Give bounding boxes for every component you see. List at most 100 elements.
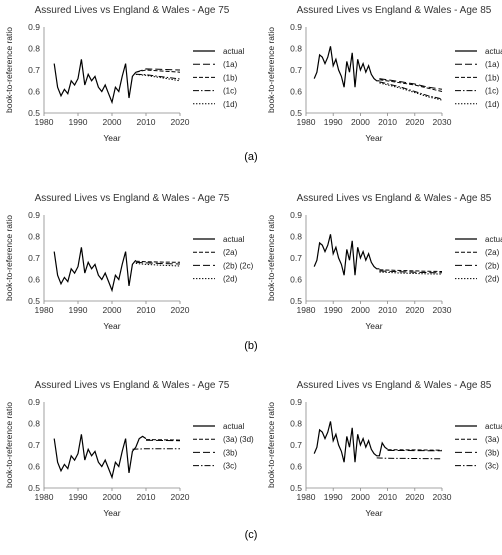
y-tick-label: 0.7 [290, 65, 302, 75]
x-tick-label: 2010 [378, 117, 397, 127]
legend-label: (2b) (2c) [485, 261, 502, 270]
legend-label: (1d) [223, 100, 238, 109]
y-tick-label: 0.6 [290, 462, 302, 472]
y-tick-label: 0.9 [28, 397, 40, 407]
y-axis-label: book-to-reference ratio [4, 27, 14, 113]
x-tick-label: 1980 [297, 492, 316, 502]
chart-panel-5: Assured Lives vs England & Wales - Age 7… [4, 380, 254, 518]
y-tick-label: 0.9 [28, 210, 40, 220]
x-tick-label: 2030 [433, 117, 452, 127]
series-line [314, 234, 379, 275]
x-tick-label: 2030 [433, 305, 452, 315]
series-line [136, 70, 180, 72]
y-axis-label: book-to-reference ratio [266, 402, 276, 488]
x-axis-label: Year [103, 133, 120, 143]
y-axis-label: book-to-reference ratio [266, 27, 276, 113]
legend-label: (3c) [485, 462, 499, 471]
y-tick-label: 0.8 [290, 419, 302, 429]
legend-label: (1d) [485, 100, 500, 109]
chart-panel-3: Assured Lives vs England & Wales - Age 7… [4, 193, 254, 331]
series-line [388, 450, 442, 451]
x-axis-label: Year [365, 508, 382, 518]
x-tick-label: 2020 [171, 305, 190, 315]
y-tick-label: 0.6 [28, 275, 40, 285]
series-line [314, 46, 379, 87]
y-tick-label: 0.6 [290, 87, 302, 97]
panel-label: (a) [244, 151, 257, 163]
y-axis-label: book-to-reference ratio [4, 402, 14, 488]
x-tick-label: 2010 [378, 305, 397, 315]
legend-label: (2a) [485, 248, 500, 257]
series-line [54, 247, 136, 290]
x-tick-label: 1990 [69, 305, 88, 315]
y-tick-label: 0.6 [28, 87, 40, 97]
y-tick-label: 0.9 [28, 22, 40, 32]
x-axis-label: Year [365, 133, 382, 143]
legend-label: actual [485, 235, 502, 244]
x-tick-label: 2000 [103, 305, 122, 315]
legend-label: (1b) [223, 73, 238, 82]
y-tick-label: 0.8 [28, 419, 40, 429]
x-tick-label: 2030 [433, 492, 452, 502]
chart-panel-1: Assured Lives vs England & Wales - Age 7… [4, 5, 245, 143]
series-line [377, 458, 442, 459]
legend-label: (3a) (3d) [485, 435, 502, 444]
x-tick-label: 2010 [378, 492, 397, 502]
series-line [379, 270, 442, 272]
chart-title: Assured Lives vs England & Wales - Age 8… [297, 193, 492, 204]
x-axis-label: Year [103, 508, 120, 518]
legend-label: (3c) [223, 462, 237, 471]
panel-label: (b) [244, 340, 257, 352]
y-tick-label: 0.9 [290, 22, 302, 32]
x-tick-label: 1990 [69, 117, 88, 127]
y-tick-label: 0.8 [290, 44, 302, 54]
series-line [132, 449, 180, 450]
y-tick-label: 0.7 [28, 65, 40, 75]
x-tick-label: 2000 [103, 117, 122, 127]
legend-label: actual [223, 422, 245, 431]
series-line [379, 83, 442, 100]
legend-label: (1b) [485, 73, 500, 82]
y-tick-label: 0.7 [28, 440, 40, 450]
legend-label: actual [223, 47, 245, 56]
y-tick-label: 0.7 [290, 253, 302, 263]
chart-title: Assured Lives vs England & Wales - Age 8… [297, 5, 492, 16]
y-tick-label: 0.6 [28, 462, 40, 472]
y-tick-label: 0.8 [28, 232, 40, 242]
panel-label: (c) [245, 529, 258, 541]
chart-panel-6: Assured Lives vs England & Wales - Age 8… [266, 380, 502, 518]
x-axis-label: Year [365, 321, 382, 331]
x-axis-label: Year [103, 321, 120, 331]
series-line [54, 434, 146, 477]
x-tick-label: 1990 [69, 492, 88, 502]
x-tick-label: 2000 [351, 305, 370, 315]
legend-label: (2a) [223, 248, 238, 257]
x-tick-label: 2000 [103, 492, 122, 502]
x-tick-label: 1990 [324, 305, 343, 315]
legend-label: (1c) [223, 87, 237, 96]
x-tick-label: 2020 [171, 117, 190, 127]
legend-label: (3b) [223, 448, 238, 457]
x-tick-label: 1990 [324, 117, 343, 127]
x-tick-label: 1980 [297, 305, 316, 315]
legend-label: (2d) [223, 275, 238, 284]
y-axis-label: book-to-reference ratio [266, 215, 276, 301]
legend-label: (2d) [485, 275, 500, 284]
legend-label: (1a) [485, 60, 500, 69]
legend-label: (2b) (2c) [223, 261, 254, 270]
y-tick-label: 0.8 [28, 44, 40, 54]
legend-label: (1c) [485, 87, 499, 96]
legend-label: actual [223, 235, 245, 244]
x-tick-label: 2000 [351, 492, 370, 502]
x-tick-label: 2020 [405, 117, 424, 127]
x-tick-label: 2000 [351, 117, 370, 127]
legend-label: (3a) (3d) [223, 435, 254, 444]
chart-title: Assured Lives vs England & Wales - Age 7… [35, 193, 230, 204]
series-line [136, 74, 180, 81]
chart-panel-4: Assured Lives vs England & Wales - Age 8… [266, 193, 502, 331]
series-line [136, 261, 180, 262]
legend-label: (1a) [223, 60, 238, 69]
y-tick-label: 0.7 [290, 440, 302, 450]
